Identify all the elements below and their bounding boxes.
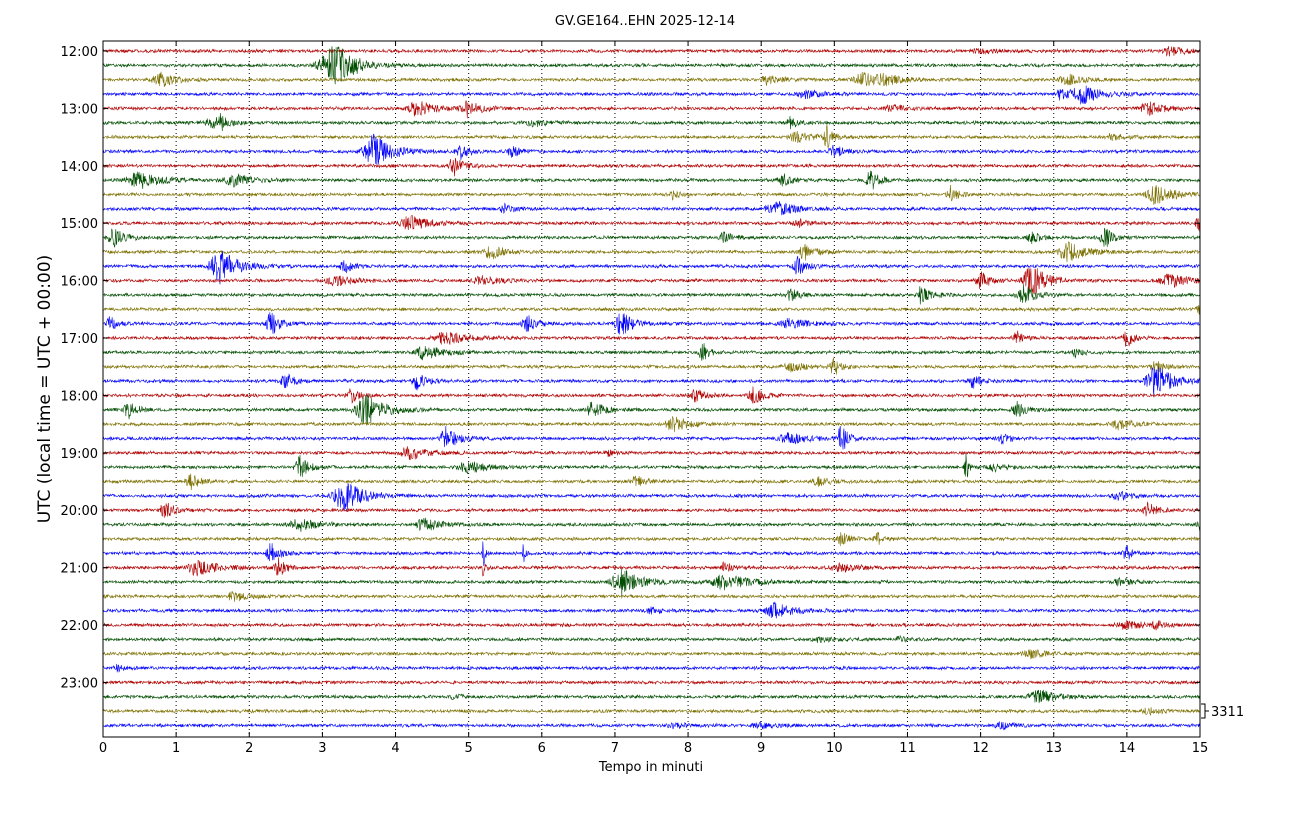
x-tick-label-3: 3 [318,741,326,756]
trace-1245 [102,85,1201,105]
chart-title: GV.GE164..EHN 2025-12-14 [555,14,735,29]
x-tick-label-2: 2 [245,741,253,756]
trace-1300 [102,100,1201,119]
trace-1415 [102,170,1201,190]
x-tick-label-14: 14 [1119,741,1136,756]
grid-lines [175,41,1128,737]
trace-2215 [102,635,1201,644]
trace-2300 [102,679,1201,686]
y-tick-label-12:00: 12:00 [61,45,98,60]
y-tick-label-13:00: 13:00 [61,102,98,117]
x-tick-label-1: 1 [172,741,180,756]
x-tick-label-13: 13 [1045,741,1062,756]
y-tick-label-22:00: 22:00 [61,619,98,634]
trace-2130 [102,591,1201,602]
trace-1845 [102,426,1201,450]
y-tick-label-21:00: 21:00 [61,562,98,577]
x-tick-label-12: 12 [972,741,989,756]
trace-1515 [102,227,1201,248]
trace-1345 [102,133,1201,165]
trace-2045 [102,541,1201,566]
y-axis-label: UTC (local time = UTC + 00:00) [35,255,55,524]
y-tick-label-18:00: 18:00 [61,389,98,404]
trace-1745 [102,367,1201,396]
trace-2000 [102,501,1201,518]
trace-1545 [102,251,1201,285]
axis-ticks: 0 1 2 3 4 5 6 7 8 9 10 11 12 13 14 1512:0013:0014:0015:… [61,41,1209,756]
x-tick-label-0: 0 [99,741,107,756]
trace-1200 [102,46,1201,57]
trace-1430 [102,185,1201,205]
trace-2030 [102,532,1201,547]
trace-2230 [102,649,1201,660]
trace-1730 [102,357,1201,375]
y-tick-label-14:00: 14:00 [61,160,98,175]
trace-1930 [102,473,1201,491]
seismic-traces [102,46,1201,731]
trace-1230 [102,71,1201,88]
x-axis-label: Tempo in minuti [598,760,703,775]
trace-2315 [102,689,1201,704]
x-tick-label-4: 4 [391,741,399,756]
x-tick-label-5: 5 [465,741,473,756]
trace-2145 [102,601,1201,619]
trace-1630 [102,303,1201,315]
trace-2200 [102,619,1201,631]
trace-1400 [102,157,1201,177]
x-tick-label-11: 11 [899,741,916,756]
trace-2015 [102,517,1201,532]
trace-1330 [102,124,1201,148]
y-tick-label-19:00: 19:00 [61,447,98,462]
trace-1645 [102,312,1201,335]
trace-1915 [102,453,1201,478]
x-tick-label-8: 8 [684,741,692,756]
trace-1815 [102,393,1201,425]
trace-1830 [102,416,1201,433]
x-tick-label-10: 10 [826,741,843,756]
scale-bracket [1201,703,1209,719]
trace-1700 [102,330,1201,347]
trace-1715 [102,343,1201,361]
trace-1945 [102,483,1201,512]
y-tick-label-15:00: 15:00 [61,217,98,232]
y-tick-label-17:00: 17:00 [61,332,98,347]
trace-1600 [102,268,1201,296]
y-tick-label-16:00: 16:00 [61,275,98,290]
trace-2330 [102,707,1201,716]
trace-2345 [102,720,1201,731]
trace-1500 [102,215,1201,232]
y-tick-label-20:00: 20:00 [61,504,98,519]
trace-1900 [102,446,1201,461]
x-tick-label-7: 7 [611,741,619,756]
trace-1615 [102,284,1201,305]
trace-2245 [102,663,1201,673]
trace-1530 [102,241,1201,263]
trace-1215 [102,46,1201,85]
trace-1445 [102,201,1201,216]
trace-2100 [102,557,1201,577]
trace-1800 [102,386,1201,404]
trace-1315 [102,113,1201,132]
y-tick-label-23:00: 23:00 [61,676,98,691]
x-tick-label-9: 9 [757,741,765,756]
trace-2115 [102,568,1201,596]
scale-label: 3311 [1211,705,1244,720]
plot-frame [102,40,1201,738]
x-tick-label-6: 6 [538,741,546,756]
x-tick-label-15: 15 [1192,741,1209,756]
